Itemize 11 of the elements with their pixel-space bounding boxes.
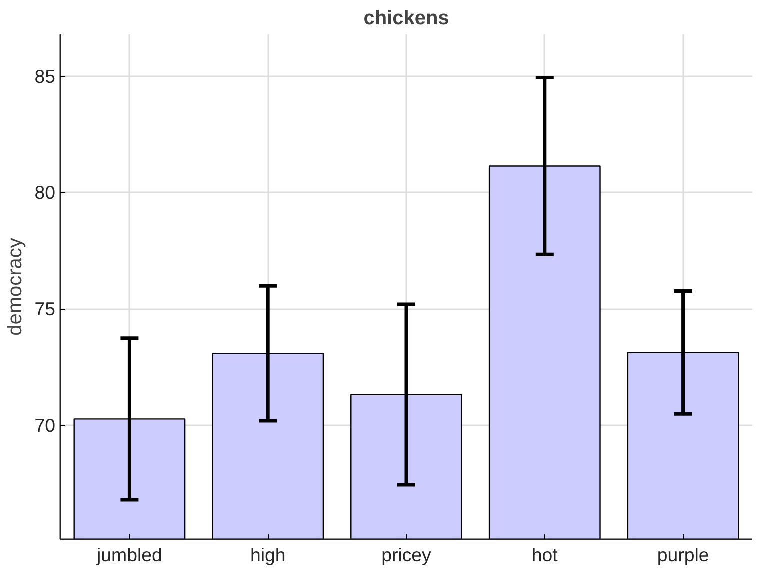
chart-title: chickens (364, 8, 450, 30)
x-tick-label: hot (532, 544, 559, 566)
y-tick-label: 80 (34, 182, 56, 204)
x-tick-label: jumbled (96, 544, 162, 566)
x-tick-label: purple (657, 544, 710, 566)
y-tick-label: 75 (34, 298, 56, 320)
x-tick-label: pricey (382, 544, 432, 566)
y-tick-label: 85 (34, 66, 56, 87)
x-tick-label: high (250, 544, 286, 566)
y-tick-label: 70 (34, 414, 56, 436)
y-axis-title: democracy (4, 238, 27, 336)
